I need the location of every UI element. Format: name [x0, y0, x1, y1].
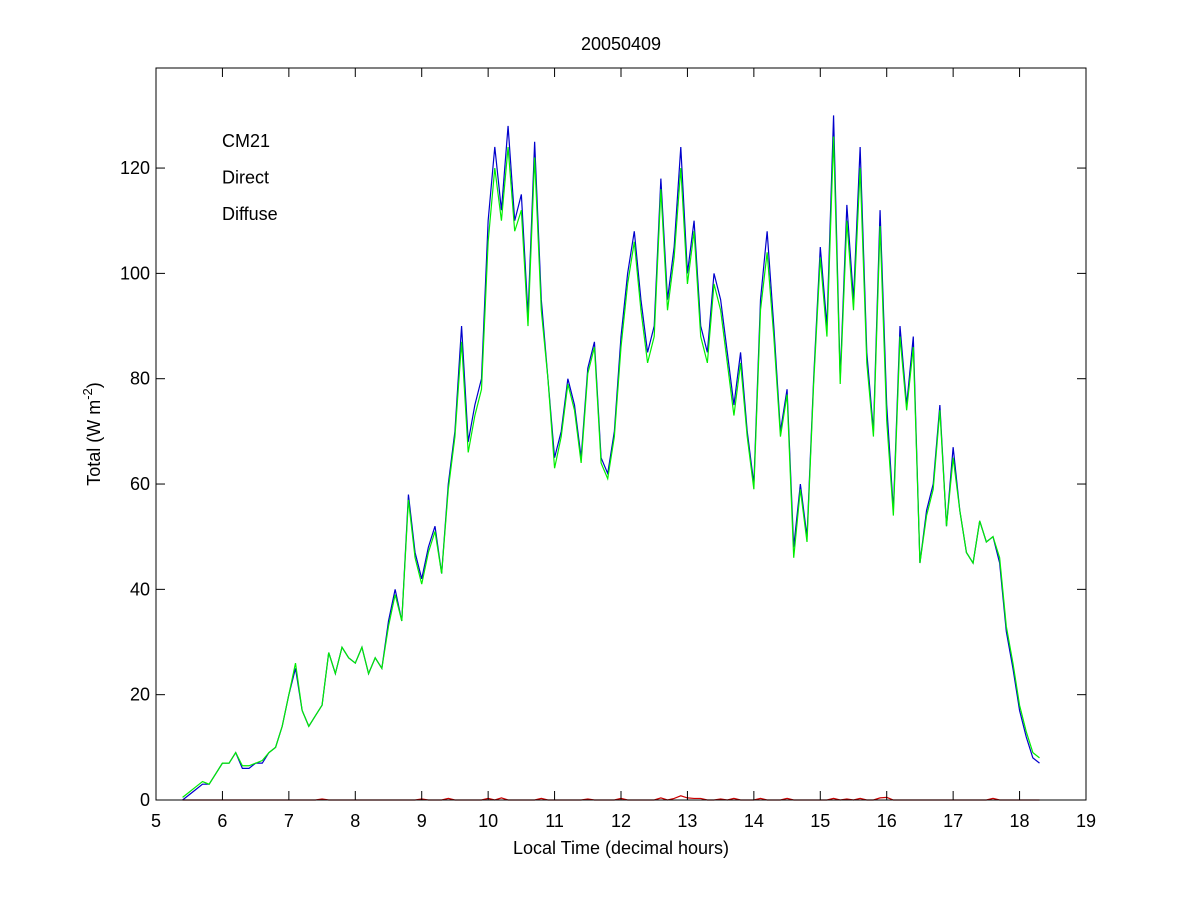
y-tick-label: 40	[130, 579, 150, 599]
y-axis-label-part: Total (W m	[84, 400, 104, 486]
x-tick-label: 7	[284, 811, 294, 831]
y-axis-label: Total (W m-2)	[80, 382, 104, 486]
y-axis-label-part: )	[84, 382, 104, 388]
series-line	[182, 136, 1040, 798]
y-tick-label: 60	[130, 474, 150, 494]
x-tick-label: 15	[810, 811, 830, 831]
x-tick-label: 17	[943, 811, 963, 831]
x-tick-label: 16	[877, 811, 897, 831]
x-axis-label: Local Time (decimal hours)	[513, 838, 729, 858]
legend-entry: Direct	[222, 168, 269, 188]
x-tick-label: 8	[350, 811, 360, 831]
y-tick-label: 80	[130, 369, 150, 389]
y-tick-label: 120	[120, 158, 150, 178]
y-tick-label: 100	[120, 263, 150, 283]
legend-entry: CM21	[222, 131, 270, 151]
x-tick-label: 13	[677, 811, 697, 831]
x-tick-label: 6	[217, 811, 227, 831]
y-tick-label: 20	[130, 685, 150, 705]
y-tick-label: 0	[140, 790, 150, 810]
legend-entry: Diffuse	[222, 204, 278, 224]
x-tick-label: 5	[151, 811, 161, 831]
x-tick-label: 11	[545, 811, 564, 831]
chart-title: 20050409	[581, 34, 661, 54]
x-tick-label: 10	[478, 811, 498, 831]
x-tick-label: 12	[611, 811, 631, 831]
x-tick-label: 18	[1010, 811, 1030, 831]
y-axis-label-sup: -2	[80, 388, 95, 400]
x-tick-label: 19	[1076, 811, 1096, 831]
x-tick-label: 9	[417, 811, 427, 831]
x-tick-label: 14	[744, 811, 764, 831]
